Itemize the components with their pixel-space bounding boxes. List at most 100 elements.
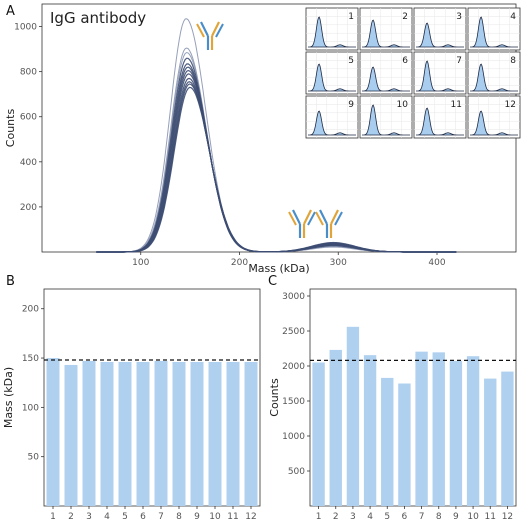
inset-frame: [467, 51, 521, 95]
x-tick-label-c: 6: [402, 512, 408, 522]
x-tick-label-b: 5: [122, 512, 128, 522]
antibody-monomer-icon: [196, 21, 224, 50]
panel-label-c: C: [268, 274, 277, 289]
inset-label: 6: [402, 56, 408, 66]
x-tick-label-a: 300: [330, 258, 347, 268]
x-tick-label-b: 12: [245, 512, 256, 522]
inset-panel-8: 8: [467, 51, 521, 95]
y-axis-title-c: Counts: [268, 378, 281, 417]
inset-label: 5: [348, 56, 354, 66]
bar-5: [118, 361, 132, 506]
bar-12: [501, 371, 514, 506]
inset-label: 12: [505, 100, 516, 110]
inset-panel-4: 4: [467, 7, 521, 51]
inset-curve: [416, 22, 464, 48]
icon-arm: [196, 23, 205, 38]
inset-panel-2: 2: [359, 7, 413, 51]
bar-12: [244, 361, 258, 506]
y-tick-label-b: 50: [28, 453, 40, 463]
bar-8: [172, 361, 186, 506]
y-tick-label-a: 800: [20, 68, 37, 78]
x-tick-label-b: 2: [68, 512, 74, 522]
inset-panel-12: 12: [467, 95, 521, 139]
icon-arm: [303, 209, 312, 225]
x-tick-label-c: 8: [436, 512, 442, 522]
x-tick-label-b: 6: [140, 512, 146, 522]
bar-3: [82, 361, 96, 506]
inset-panel-10: 10: [359, 95, 413, 139]
x-tick-label-c: 7: [419, 512, 425, 522]
series-line-12: [96, 86, 457, 253]
x-tick-label-b: 9: [194, 512, 200, 522]
y-tick-label-b: 100: [22, 403, 39, 413]
y-tick-label-a: 400: [20, 158, 37, 168]
icon-arm: [292, 209, 301, 225]
y-tick-label-c: 3000: [282, 292, 305, 302]
inset-label: 8: [510, 56, 516, 66]
bar-1: [46, 358, 60, 506]
inset-curve: [416, 60, 464, 92]
inset-panel-11: 11: [413, 95, 467, 139]
x-tick-label-c: 1: [316, 512, 322, 522]
inset-label: 4: [510, 12, 516, 22]
x-tick-label-c: 11: [485, 512, 496, 522]
inset-panel-6: 6: [359, 51, 413, 95]
bar-8: [432, 352, 445, 506]
inset-curve: [470, 110, 518, 136]
x-tick-label-b: 4: [104, 512, 110, 522]
inset-label: 2: [402, 12, 408, 22]
x-tick-label-a: 100: [132, 258, 149, 268]
bar-11: [226, 361, 240, 506]
icon-arm: [200, 21, 209, 37]
y-tick-label-c: 500: [288, 467, 305, 477]
bar-7: [154, 361, 168, 506]
y-axis-title-a: Counts: [4, 109, 17, 148]
inset-curve: [362, 104, 410, 136]
bar-9: [190, 361, 204, 506]
icon-arm: [307, 211, 316, 226]
x-tick-label-b: 8: [176, 512, 182, 522]
inset-label: 1: [348, 12, 354, 22]
plot-frame-c: [309, 288, 517, 507]
bar-3: [346, 326, 360, 506]
y-axis-title-b: Mass (kDa): [2, 367, 15, 428]
bar-9: [449, 361, 463, 506]
inset-curve: [362, 66, 410, 92]
inset-label: 9: [348, 100, 354, 110]
y-tick-label-c: 1000: [282, 432, 305, 442]
y-tick-label-c: 2500: [282, 327, 305, 337]
x-tick-label-a: 400: [428, 258, 445, 268]
x-tick-label-c: 4: [367, 512, 373, 522]
x-axis-title-a: Mass (kDa): [248, 262, 309, 275]
x-tick-label-a: 200: [231, 258, 248, 268]
icon-arm: [215, 23, 224, 38]
bar-2: [64, 364, 78, 506]
inset-curve: [308, 63, 356, 92]
inset-curve: [470, 16, 518, 48]
bar-6: [398, 383, 411, 506]
inset-curve: [308, 110, 356, 136]
icon-arm: [288, 211, 297, 226]
inset-panel-3: 3: [413, 7, 467, 51]
y-tick-label-a: 200: [20, 203, 37, 213]
y-tick-label-c: 2000: [282, 362, 305, 372]
bar-4: [363, 355, 377, 506]
inset-frame: [359, 95, 413, 139]
inset-curve: [308, 16, 356, 48]
y-tick-label-b: 150: [22, 354, 39, 364]
inset-curve: [416, 107, 464, 136]
inset-panel-7: 7: [413, 51, 467, 95]
x-tick-label-c: 2: [333, 512, 339, 522]
icon-arm: [315, 211, 324, 226]
chart-title-a: IgG antibody: [50, 9, 146, 27]
inset-label: 3: [456, 12, 462, 22]
x-tick-label-b: 10: [209, 512, 221, 522]
y-tick-label-a: 600: [20, 113, 37, 123]
icon-arm: [319, 209, 328, 225]
panel-label-b: B: [6, 274, 15, 289]
bar-11: [484, 378, 497, 506]
icon-arm: [211, 21, 220, 37]
icon-arm: [330, 209, 339, 225]
inset-label: 10: [397, 100, 409, 110]
inset-curve: [362, 19, 410, 48]
